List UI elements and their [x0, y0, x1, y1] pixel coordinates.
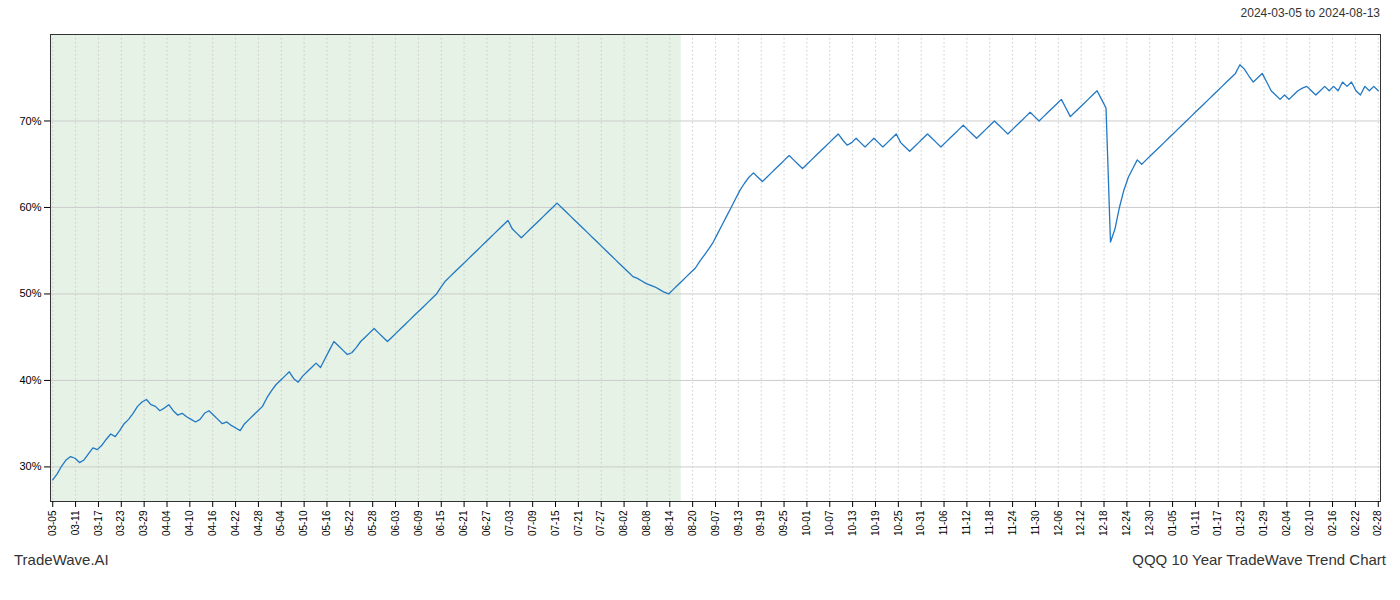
svg-text:08-02: 08-02	[618, 510, 629, 536]
svg-text:60%: 60%	[19, 201, 41, 213]
svg-text:10-13: 10-13	[847, 510, 858, 536]
svg-text:06-27: 06-27	[481, 510, 492, 536]
svg-text:08-20: 08-20	[687, 510, 698, 536]
html-text:TradeWave.AI: TradeWave.AI	[14, 551, 109, 568]
svg-text:12-12: 12-12	[1075, 510, 1086, 536]
svg-text:01-17: 01-17	[1212, 510, 1223, 536]
svg-text:08-14: 08-14	[664, 510, 675, 536]
svg-text:06-03: 06-03	[390, 510, 401, 536]
svg-text:07-09: 07-09	[527, 510, 538, 536]
svg-text:10-07: 10-07	[824, 510, 835, 536]
svg-text:09-13: 09-13	[733, 510, 744, 536]
svg-text:10-31: 10-31	[915, 510, 926, 536]
svg-text:04-04: 04-04	[161, 510, 172, 536]
svg-text:11-18: 11-18	[984, 510, 995, 535]
svg-text:12-06: 12-06	[1053, 510, 1064, 536]
svg-text:70%: 70%	[19, 115, 41, 127]
svg-text:01-23: 01-23	[1235, 510, 1246, 536]
svg-text:01-05: 01-05	[1167, 510, 1178, 536]
svg-text:05-22: 05-22	[344, 510, 355, 536]
svg-text:11-06: 11-06	[938, 510, 949, 535]
svg-text:06-21: 06-21	[458, 510, 469, 536]
svg-text:50%: 50%	[19, 287, 41, 299]
svg-text:06-09: 06-09	[413, 510, 424, 536]
svg-text:03-17: 03-17	[93, 510, 104, 536]
html-text:2024-03-05 to 2024-08-13: 2024-03-05 to 2024-08-13	[1240, 6, 1380, 20]
svg-text:10-19: 10-19	[870, 510, 881, 536]
svg-text:02-10: 02-10	[1304, 510, 1315, 536]
svg-text:11-12: 11-12	[961, 510, 972, 535]
svg-text:02-04: 02-04	[1281, 510, 1292, 536]
svg-text:06-15: 06-15	[435, 510, 446, 536]
svg-text:09-25: 09-25	[778, 510, 789, 536]
svg-text:02-16: 02-16	[1327, 510, 1338, 536]
svg-text:07-03: 07-03	[504, 510, 515, 536]
svg-text:12-30: 12-30	[1144, 510, 1155, 536]
svg-text:02-28: 02-28	[1372, 510, 1383, 536]
svg-text:03-29: 03-29	[138, 510, 149, 536]
svg-text:03-23: 03-23	[115, 510, 126, 536]
svg-text:04-22: 04-22	[230, 510, 241, 536]
svg-text:10-01: 10-01	[801, 510, 812, 536]
svg-text:10-25: 10-25	[893, 510, 904, 536]
svg-text:40%: 40%	[19, 374, 41, 386]
svg-text:11-24: 11-24	[1007, 510, 1018, 535]
svg-text:01-11: 01-11	[1190, 510, 1201, 535]
svg-text:05-28: 05-28	[367, 510, 378, 536]
svg-text:09-19: 09-19	[755, 510, 766, 536]
svg-text:07-27: 07-27	[595, 510, 606, 536]
svg-text:30%: 30%	[19, 460, 41, 472]
svg-text:09-07: 09-07	[710, 510, 721, 536]
svg-text:03-05: 03-05	[47, 510, 58, 536]
svg-text:11-30: 11-30	[1030, 510, 1041, 535]
svg-text:04-10: 04-10	[184, 510, 195, 536]
svg-text:04-16: 04-16	[207, 510, 218, 536]
svg-text:12-24: 12-24	[1121, 510, 1132, 536]
svg-text:12-18: 12-18	[1098, 510, 1109, 536]
svg-text:05-16: 05-16	[321, 510, 332, 536]
svg-text:02-22: 02-22	[1350, 510, 1361, 536]
svg-text:05-04: 05-04	[275, 510, 286, 536]
svg-text:03-11: 03-11	[70, 510, 81, 535]
svg-text:08-08: 08-08	[641, 510, 652, 536]
html-text:QQQ 10 Year TradeWave Trend Ch: QQQ 10 Year TradeWave Trend Chart	[1132, 551, 1386, 568]
svg-text:04-28: 04-28	[253, 510, 264, 536]
svg-text:07-21: 07-21	[573, 510, 584, 536]
svg-text:01-29: 01-29	[1258, 510, 1269, 536]
svg-text:07-15: 07-15	[550, 510, 561, 536]
svg-text:05-10: 05-10	[298, 510, 309, 536]
